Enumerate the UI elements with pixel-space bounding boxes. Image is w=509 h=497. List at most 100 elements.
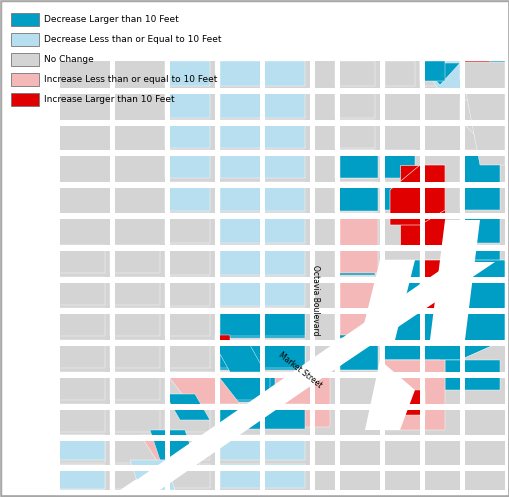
Bar — [219, 464, 304, 488]
Bar — [165, 55, 169, 490]
Bar — [11, 73, 39, 86]
Bar — [309, 55, 315, 490]
Polygon shape — [459, 61, 504, 80]
Bar — [55, 404, 504, 410]
Bar — [110, 465, 160, 489]
Bar — [379, 394, 439, 422]
Bar — [219, 277, 304, 306]
Bar — [215, 55, 219, 490]
Bar — [110, 340, 160, 368]
Bar — [504, 55, 509, 490]
Bar — [165, 372, 210, 400]
Text: Increase Less than or equal to 10 Feet: Increase Less than or equal to 10 Feet — [44, 75, 217, 84]
Bar — [274, 372, 329, 427]
Bar — [55, 277, 504, 283]
Bar — [110, 308, 160, 336]
Bar — [219, 404, 304, 429]
Bar — [459, 245, 499, 273]
Text: Octavia Boulevard: Octavia Boulevard — [311, 265, 320, 335]
Bar — [55, 340, 105, 368]
Bar — [334, 55, 340, 490]
Bar — [55, 340, 504, 346]
Polygon shape — [140, 435, 200, 465]
Bar — [379, 150, 414, 178]
Bar — [384, 61, 414, 86]
Bar — [215, 55, 219, 490]
Text: Increase Larger than 10 Feet: Increase Larger than 10 Feet — [44, 95, 174, 104]
Bar — [55, 372, 504, 378]
Polygon shape — [215, 345, 265, 372]
Bar — [55, 465, 504, 471]
Bar — [340, 340, 377, 370]
Text: Market Street: Market Street — [276, 350, 323, 390]
Bar — [165, 61, 210, 86]
Bar — [55, 150, 504, 156]
Bar — [334, 55, 340, 490]
Bar — [459, 215, 499, 243]
Bar — [394, 390, 424, 415]
Bar — [219, 372, 304, 402]
Bar — [340, 150, 377, 178]
Bar — [55, 404, 105, 432]
Polygon shape — [459, 62, 504, 165]
Text: Decrease Larger than 10 Feet: Decrease Larger than 10 Feet — [44, 15, 178, 24]
Bar — [334, 213, 374, 243]
Bar — [340, 277, 377, 335]
Bar — [419, 61, 444, 81]
Bar — [55, 55, 504, 490]
Bar — [55, 435, 504, 441]
Bar — [459, 55, 464, 490]
Bar — [334, 182, 377, 211]
Polygon shape — [359, 260, 414, 340]
Bar — [165, 464, 210, 488]
Bar — [334, 182, 374, 211]
Bar — [165, 308, 210, 336]
Bar — [55, 213, 504, 219]
Bar — [55, 465, 105, 489]
Bar — [55, 55, 60, 490]
Bar — [219, 435, 304, 460]
Bar — [165, 55, 169, 490]
Bar — [219, 372, 269, 400]
Text: No Change: No Change — [44, 55, 94, 64]
Polygon shape — [459, 61, 489, 80]
Bar — [55, 465, 504, 471]
Polygon shape — [165, 394, 210, 420]
Bar — [165, 404, 210, 432]
Bar — [419, 55, 424, 490]
Bar — [110, 277, 160, 305]
Bar — [340, 213, 377, 273]
Polygon shape — [120, 262, 494, 490]
Bar — [11, 13, 39, 26]
Bar — [215, 335, 230, 355]
Bar — [110, 435, 160, 463]
Bar — [165, 245, 210, 275]
Bar — [165, 182, 210, 211]
Bar — [55, 308, 105, 336]
Bar — [165, 435, 210, 460]
Bar — [459, 55, 464, 490]
Bar — [219, 182, 304, 211]
Bar — [55, 55, 504, 61]
Bar — [55, 245, 504, 251]
Bar — [219, 340, 304, 368]
Bar — [419, 55, 424, 490]
Bar — [55, 404, 504, 410]
Bar — [379, 182, 414, 210]
Polygon shape — [464, 61, 504, 92]
Bar — [110, 55, 115, 490]
Bar — [379, 360, 439, 390]
Bar — [55, 308, 504, 314]
Bar — [55, 308, 504, 314]
Bar — [334, 120, 374, 148]
Text: Decrease Less than or Equal to 10 Feet: Decrease Less than or Equal to 10 Feet — [44, 35, 221, 44]
Bar — [55, 490, 504, 496]
Bar — [165, 92, 210, 118]
Bar — [110, 404, 160, 432]
Polygon shape — [429, 220, 479, 340]
Polygon shape — [399, 165, 444, 245]
Bar — [334, 92, 374, 118]
Bar — [55, 435, 504, 441]
Polygon shape — [389, 165, 444, 225]
Polygon shape — [165, 372, 240, 404]
